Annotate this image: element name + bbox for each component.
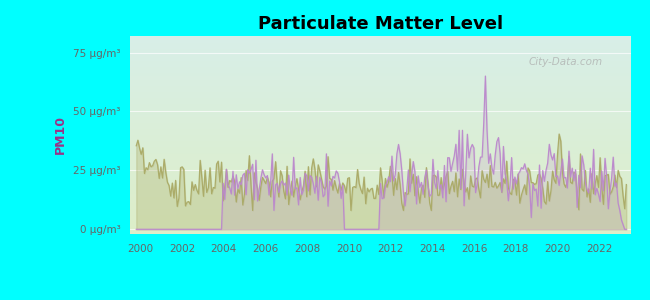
Text: City-Data.com: City-Data.com: [528, 57, 603, 67]
Legend: Dunes Road, FL, US: Dunes Road, FL, US: [286, 295, 474, 300]
Title: Particulate Matter Level: Particulate Matter Level: [257, 15, 503, 33]
Y-axis label: PM10: PM10: [54, 116, 67, 154]
